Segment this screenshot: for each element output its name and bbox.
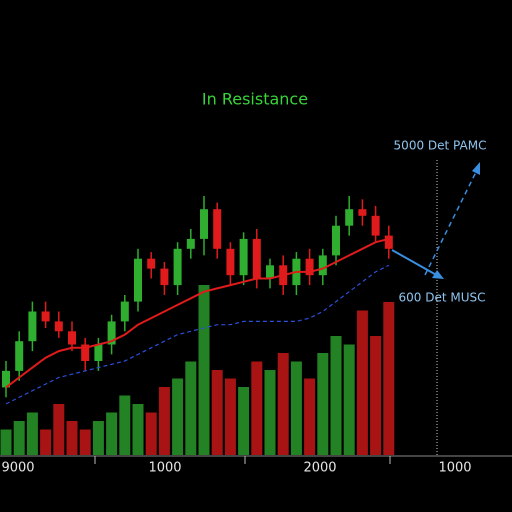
candle-body bbox=[2, 370, 10, 388]
candle-body bbox=[384, 235, 393, 249]
arrow-down bbox=[391, 249, 441, 278]
volume-bar bbox=[0, 429, 12, 455]
candle-body bbox=[28, 311, 37, 342]
x-label: 1000 bbox=[148, 461, 181, 476]
volume-bar bbox=[238, 387, 250, 455]
candle-body bbox=[68, 331, 76, 345]
volume-bar bbox=[119, 395, 131, 455]
candle-body bbox=[54, 321, 63, 332]
annotation: 600 Det MUSC bbox=[399, 291, 486, 305]
candle-body bbox=[226, 248, 235, 276]
volume-bar bbox=[317, 353, 329, 455]
volume-bar bbox=[224, 378, 236, 455]
volume-bar bbox=[383, 302, 395, 455]
volume-bar bbox=[290, 361, 302, 455]
volume-bar bbox=[172, 378, 184, 455]
arrow-head bbox=[472, 162, 480, 175]
moving-average bbox=[5, 237, 390, 389]
volume-bar bbox=[53, 404, 65, 455]
candle-body bbox=[94, 344, 103, 361]
volume-bar bbox=[304, 378, 316, 455]
candle-body bbox=[147, 258, 156, 269]
candle-body bbox=[81, 344, 90, 361]
volume-bar bbox=[79, 429, 91, 455]
candle-body bbox=[41, 311, 50, 322]
volume-bar bbox=[92, 421, 104, 455]
volume-bar bbox=[132, 404, 144, 455]
volume-bar bbox=[277, 353, 289, 455]
x-label: 2000 bbox=[303, 461, 336, 476]
candle-body bbox=[15, 341, 24, 371]
candle-body bbox=[358, 209, 367, 216]
volume-bar bbox=[356, 310, 368, 455]
candle-body bbox=[239, 238, 248, 276]
arrow-up bbox=[424, 167, 479, 276]
candle-body bbox=[318, 255, 327, 276]
candle-body bbox=[266, 265, 274, 279]
candle-body bbox=[120, 301, 129, 322]
volume-bar bbox=[370, 336, 382, 455]
volume-bar bbox=[330, 336, 342, 455]
volume-bar bbox=[264, 370, 276, 455]
candle-body bbox=[345, 209, 354, 226]
x-label: 1000 bbox=[438, 461, 471, 476]
arrow-head bbox=[432, 270, 444, 279]
annotation: 5000 Det PAMC bbox=[394, 139, 487, 153]
candle-body bbox=[200, 209, 208, 239]
chart-title: In Resistance bbox=[202, 90, 308, 109]
volume-bar bbox=[106, 412, 118, 455]
candle-body bbox=[160, 268, 169, 286]
candle-body bbox=[134, 258, 142, 302]
volume-bar bbox=[185, 361, 197, 455]
candle-body bbox=[371, 215, 380, 236]
volume-bar bbox=[198, 285, 210, 455]
volume-bar bbox=[211, 370, 223, 455]
candle-body bbox=[252, 238, 261, 279]
volume-bar bbox=[158, 387, 170, 455]
candle-body bbox=[107, 321, 116, 345]
volume-bar bbox=[145, 412, 157, 455]
candle-body bbox=[332, 225, 340, 256]
volume-bar bbox=[13, 421, 25, 455]
volume-bar bbox=[26, 412, 38, 455]
volume-bar bbox=[66, 421, 78, 455]
volume-bar bbox=[251, 361, 263, 455]
candle-body bbox=[186, 238, 195, 249]
candle-body bbox=[173, 248, 182, 286]
tick-marks bbox=[94, 456, 391, 464]
candle-body bbox=[305, 258, 314, 276]
volume-bar bbox=[40, 429, 52, 455]
moving-average bbox=[5, 264, 390, 405]
volume-bar bbox=[343, 344, 355, 455]
x-label: 9000 bbox=[1, 461, 34, 476]
candle-body bbox=[213, 209, 222, 249]
